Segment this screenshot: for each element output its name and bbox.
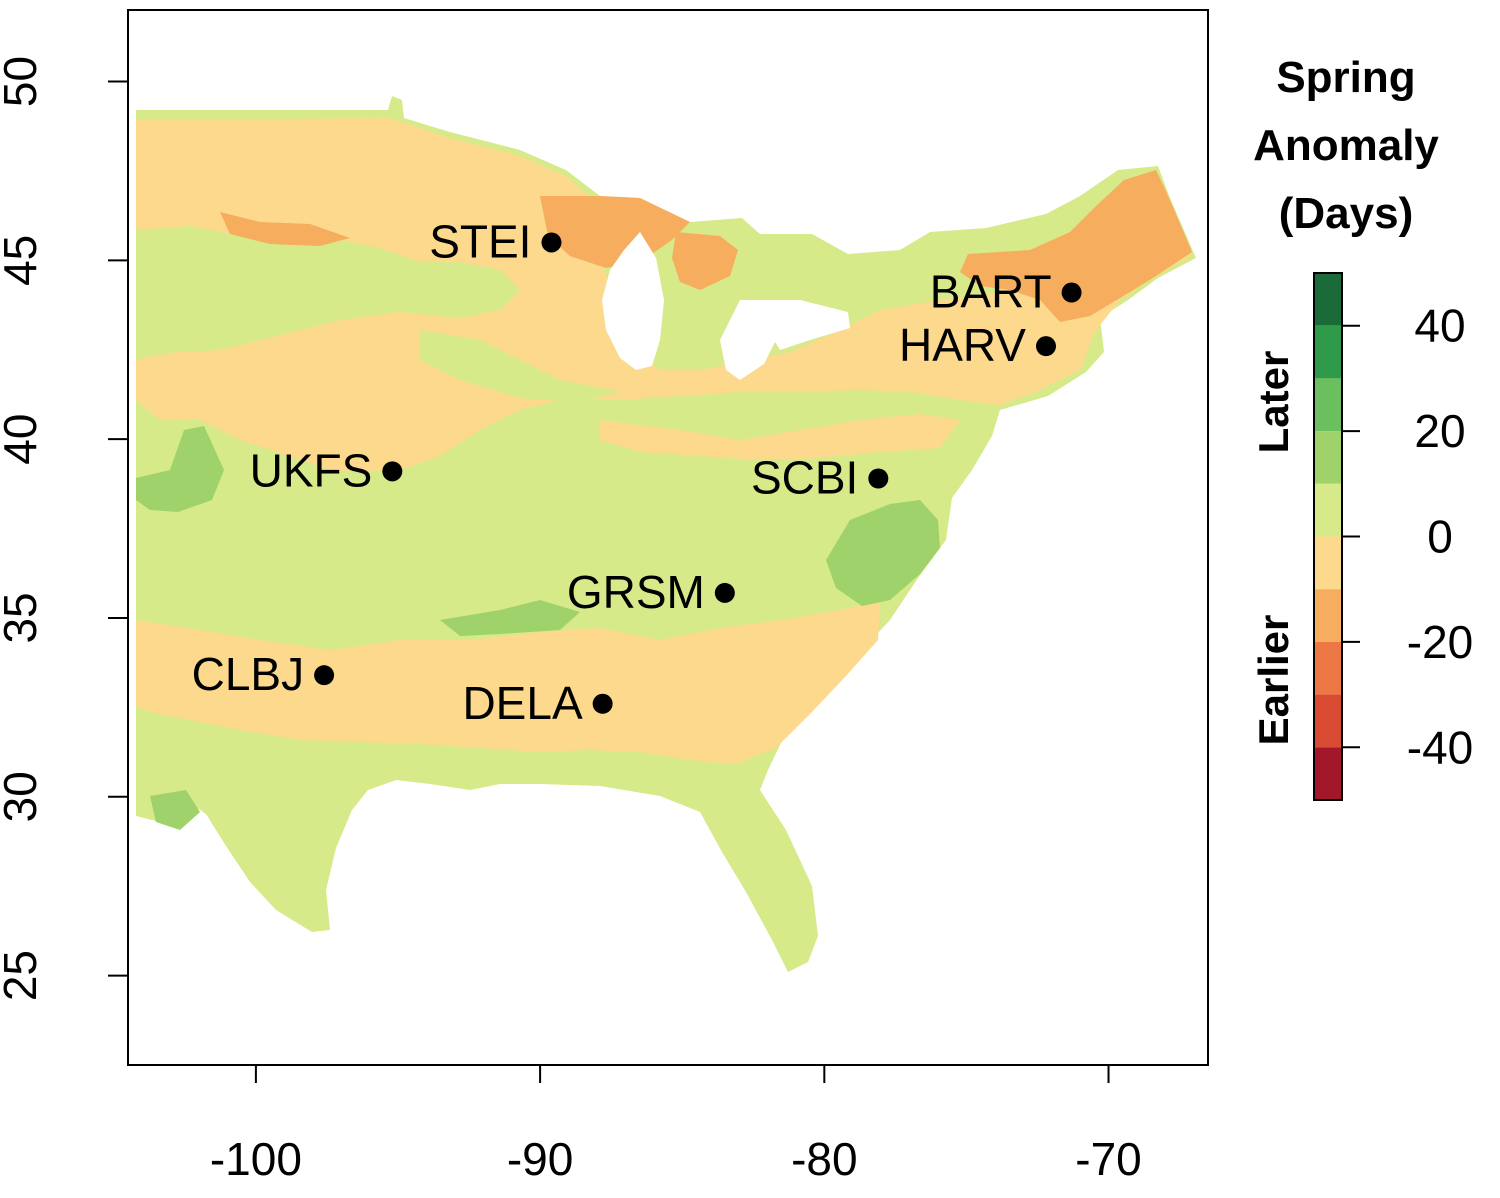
- legend-color-bin: [1314, 694, 1342, 748]
- land-later-south: [440, 600, 580, 636]
- land-later-illinois: [420, 330, 620, 402]
- site-point-scbi: [868, 468, 889, 489]
- legend-tick-label: 40: [1414, 300, 1465, 352]
- legend-color-bin: [1314, 536, 1342, 590]
- land-strong-earlier-mi: [672, 232, 738, 290]
- lake-michigan: [602, 232, 664, 370]
- x-axis: -100 -90 -80 -70: [210, 1065, 1142, 1185]
- legend-color-bin: [1314, 431, 1342, 484]
- site-point-stei: [541, 232, 562, 253]
- x-tick-label: -100: [210, 1133, 302, 1185]
- land-later-appalachia: [826, 500, 940, 606]
- x-tick-label: -90: [507, 1133, 573, 1185]
- legend-color-bin: [1314, 483, 1342, 537]
- site-point-bart: [1061, 282, 1082, 303]
- site-label-ukfs: UKFS: [250, 444, 373, 496]
- legend-color-bin: [1314, 747, 1342, 800]
- land-strong-earlier-stei: [540, 196, 690, 268]
- legend-color-bin: [1314, 378, 1342, 432]
- site-point-dela: [592, 693, 613, 714]
- legend-color-bin: [1314, 589, 1342, 642]
- legend-color-bin: [1314, 641, 1342, 695]
- legend-tick-label: -40: [1407, 721, 1473, 773]
- legend-title-line-3: (Days): [1279, 189, 1414, 238]
- site-label-harv: HARV: [899, 319, 1026, 371]
- y-tick-label: 30: [0, 771, 46, 822]
- x-tick-label: -70: [1075, 1133, 1141, 1185]
- land-later-midwest: [136, 226, 520, 360]
- site-label-scbi: SCBI: [751, 451, 858, 503]
- land-strong-earlier-ne: [960, 170, 1192, 322]
- site-point-ukfs: [382, 461, 403, 482]
- site-point-clbj: [314, 665, 335, 686]
- y-tick-label: 50: [0, 56, 46, 107]
- site-point-grsm: [714, 582, 735, 603]
- site-label-dela: DELA: [462, 677, 582, 729]
- land-earlier-ne-strip: [600, 414, 960, 460]
- legend-later-label: Later: [1250, 351, 1297, 454]
- legend-colorbar: [1313, 272, 1343, 801]
- land-regions: [136, 96, 1196, 972]
- site-label-stei: STEI: [429, 215, 531, 267]
- y-tick-label: 35: [0, 592, 46, 643]
- y-tick-label: 45: [0, 235, 46, 286]
- y-tick-label: 25: [0, 950, 46, 1001]
- land-strong-earlier-wi: [220, 212, 350, 246]
- plot-frame: [127, 9, 1209, 1066]
- legend-tick-label: 20: [1414, 405, 1465, 457]
- land-earlier-south: [136, 600, 880, 764]
- site-point-harv: [1036, 336, 1056, 357]
- site-label-bart: BART: [930, 266, 1052, 318]
- y-axis: 25 30 35 40 45 50: [0, 56, 128, 1001]
- site-label-clbj: CLBJ: [192, 648, 304, 700]
- land-later-kansas: [136, 426, 224, 512]
- legend-tick-label: 0: [1427, 511, 1453, 563]
- legend-earlier-label: Earlier: [1250, 615, 1297, 746]
- legend-tick-label: -20: [1407, 616, 1473, 668]
- lake-ontario-erie-gap: [740, 300, 850, 350]
- site-label-grsm: GRSM: [567, 566, 705, 618]
- legend-color-bin: [1314, 273, 1342, 326]
- land-later-sw: [150, 790, 200, 830]
- legend-title-line-1: Spring: [1276, 53, 1415, 102]
- land-earlier-north: [136, 118, 1190, 472]
- y-tick-label: 40: [0, 414, 46, 465]
- legend-ticks: 40 20 0 -20 -40: [1342, 300, 1473, 773]
- x-tick-label: -80: [791, 1133, 857, 1185]
- legend-color-bin: [1314, 325, 1342, 379]
- legend-title-line-2: Anomaly: [1253, 121, 1439, 170]
